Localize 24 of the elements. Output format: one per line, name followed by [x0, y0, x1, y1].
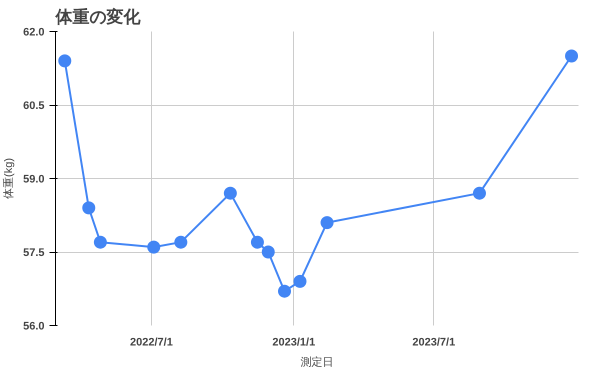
y-tick-label: 56.0	[23, 320, 45, 332]
point	[278, 284, 292, 298]
chart-title: 体重の変化	[54, 8, 142, 26]
x-tick-label: 2022/7/1	[130, 336, 173, 348]
point	[94, 236, 107, 249]
point	[293, 274, 306, 288]
point	[58, 54, 72, 68]
y-tick-label: 60.5	[23, 100, 45, 112]
point	[472, 186, 486, 200]
point	[224, 186, 237, 200]
y-tick-label: 59.0	[23, 174, 45, 186]
y-tick-label: 62.0	[23, 26, 45, 38]
y-tick-label: 57.5	[23, 247, 45, 259]
point	[174, 236, 188, 249]
point	[250, 236, 264, 249]
point	[147, 240, 160, 254]
point	[320, 216, 334, 230]
x-tick-label: 2023/7/1	[412, 336, 456, 348]
x-tick-label: 2023/1/1	[272, 336, 316, 348]
y-axis-title: 体重(kg)	[2, 158, 16, 199]
x-axis-title: 測定日	[300, 356, 334, 368]
point	[82, 201, 96, 214]
point	[262, 246, 275, 258]
point	[565, 50, 578, 62]
